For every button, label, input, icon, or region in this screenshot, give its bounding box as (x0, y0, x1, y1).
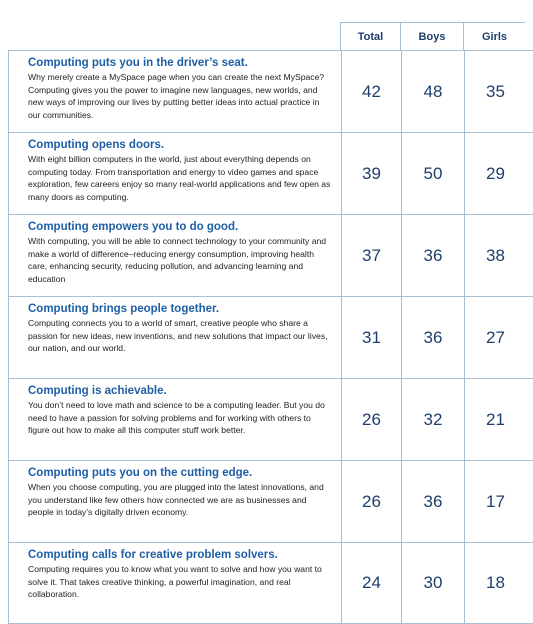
row-description: Why merely create a MySpace page when yo… (28, 72, 325, 120)
value-girls: 21 (464, 379, 526, 460)
row-description: With eight billion computers in the worl… (28, 154, 331, 202)
value-boys: 36 (401, 215, 464, 296)
row-description: Computing connects you to a world of sma… (28, 318, 328, 354)
value-girls: 17 (464, 461, 526, 542)
row-description: With computing, you will be able to conn… (28, 236, 327, 284)
survey-table: Total Boys Girls Computing puts you in t… (8, 22, 533, 624)
value-total: 26 (341, 379, 401, 460)
value-boys: 32 (401, 379, 464, 460)
column-header-girls: Girls (463, 22, 525, 50)
value-boys: 36 (401, 461, 464, 542)
table-header-row: Total Boys Girls (8, 22, 533, 50)
row-description: You don’t need to love math and science … (28, 400, 325, 436)
table-row: Computing opens doors. With eight billion… (8, 132, 533, 214)
value-boys: 50 (401, 133, 464, 214)
value-boys: 30 (401, 543, 464, 623)
table-body: Computing puts you in the driver’s seat.… (8, 50, 533, 624)
table-row: Computing brings people together. Computi… (8, 296, 533, 378)
table-row: Computing is achievable. You don’t need t… (8, 378, 533, 460)
row-title: Computing is achievable. (28, 385, 167, 397)
value-girls: 38 (464, 215, 526, 296)
row-title: Computing calls for creative problem sol… (28, 549, 278, 561)
row-text-cell: Computing puts you in the driver’s seat.… (9, 51, 341, 132)
row-text-cell: Computing calls for creative problem sol… (9, 543, 341, 623)
row-title: Computing puts you in the driver’s seat. (28, 57, 248, 69)
row-text-cell: Computing is achievable. You don’t need t… (9, 379, 341, 460)
row-text-cell: Computing empowers you to do good. With c… (9, 215, 341, 296)
value-girls: 18 (464, 543, 526, 623)
value-total: 39 (341, 133, 401, 214)
value-girls: 35 (464, 51, 526, 132)
row-title: Computing opens doors. (28, 139, 165, 151)
value-boys: 36 (401, 297, 464, 378)
value-total: 31 (341, 297, 401, 378)
row-description: Computing requires you to know what you … (28, 564, 322, 600)
row-title: Computing brings people together. (28, 303, 220, 315)
row-title: Computing puts you on the cutting edge. (28, 467, 253, 479)
table-row: Computing calls for creative problem sol… (8, 542, 533, 624)
value-total: 42 (341, 51, 401, 132)
row-text-cell: Computing opens doors. With eight billion… (9, 133, 341, 214)
column-header-boys: Boys (400, 22, 463, 50)
table-row: Computing puts you on the cutting edge. W… (8, 460, 533, 542)
row-text-cell: Computing puts you on the cutting edge. W… (9, 461, 341, 542)
value-girls: 29 (464, 133, 526, 214)
row-text-cell: Computing brings people together. Computi… (9, 297, 341, 378)
value-girls: 27 (464, 297, 526, 378)
value-total: 26 (341, 461, 401, 542)
row-title: Computing empowers you to do good. (28, 221, 239, 233)
value-total: 24 (341, 543, 401, 623)
value-total: 37 (341, 215, 401, 296)
row-description: When you choose computing, you are plugg… (28, 482, 324, 518)
table-row: Computing puts you in the driver’s seat.… (8, 50, 533, 132)
column-header-total: Total (340, 22, 400, 50)
table-row: Computing empowers you to do good. With c… (8, 214, 533, 296)
value-boys: 48 (401, 51, 464, 132)
